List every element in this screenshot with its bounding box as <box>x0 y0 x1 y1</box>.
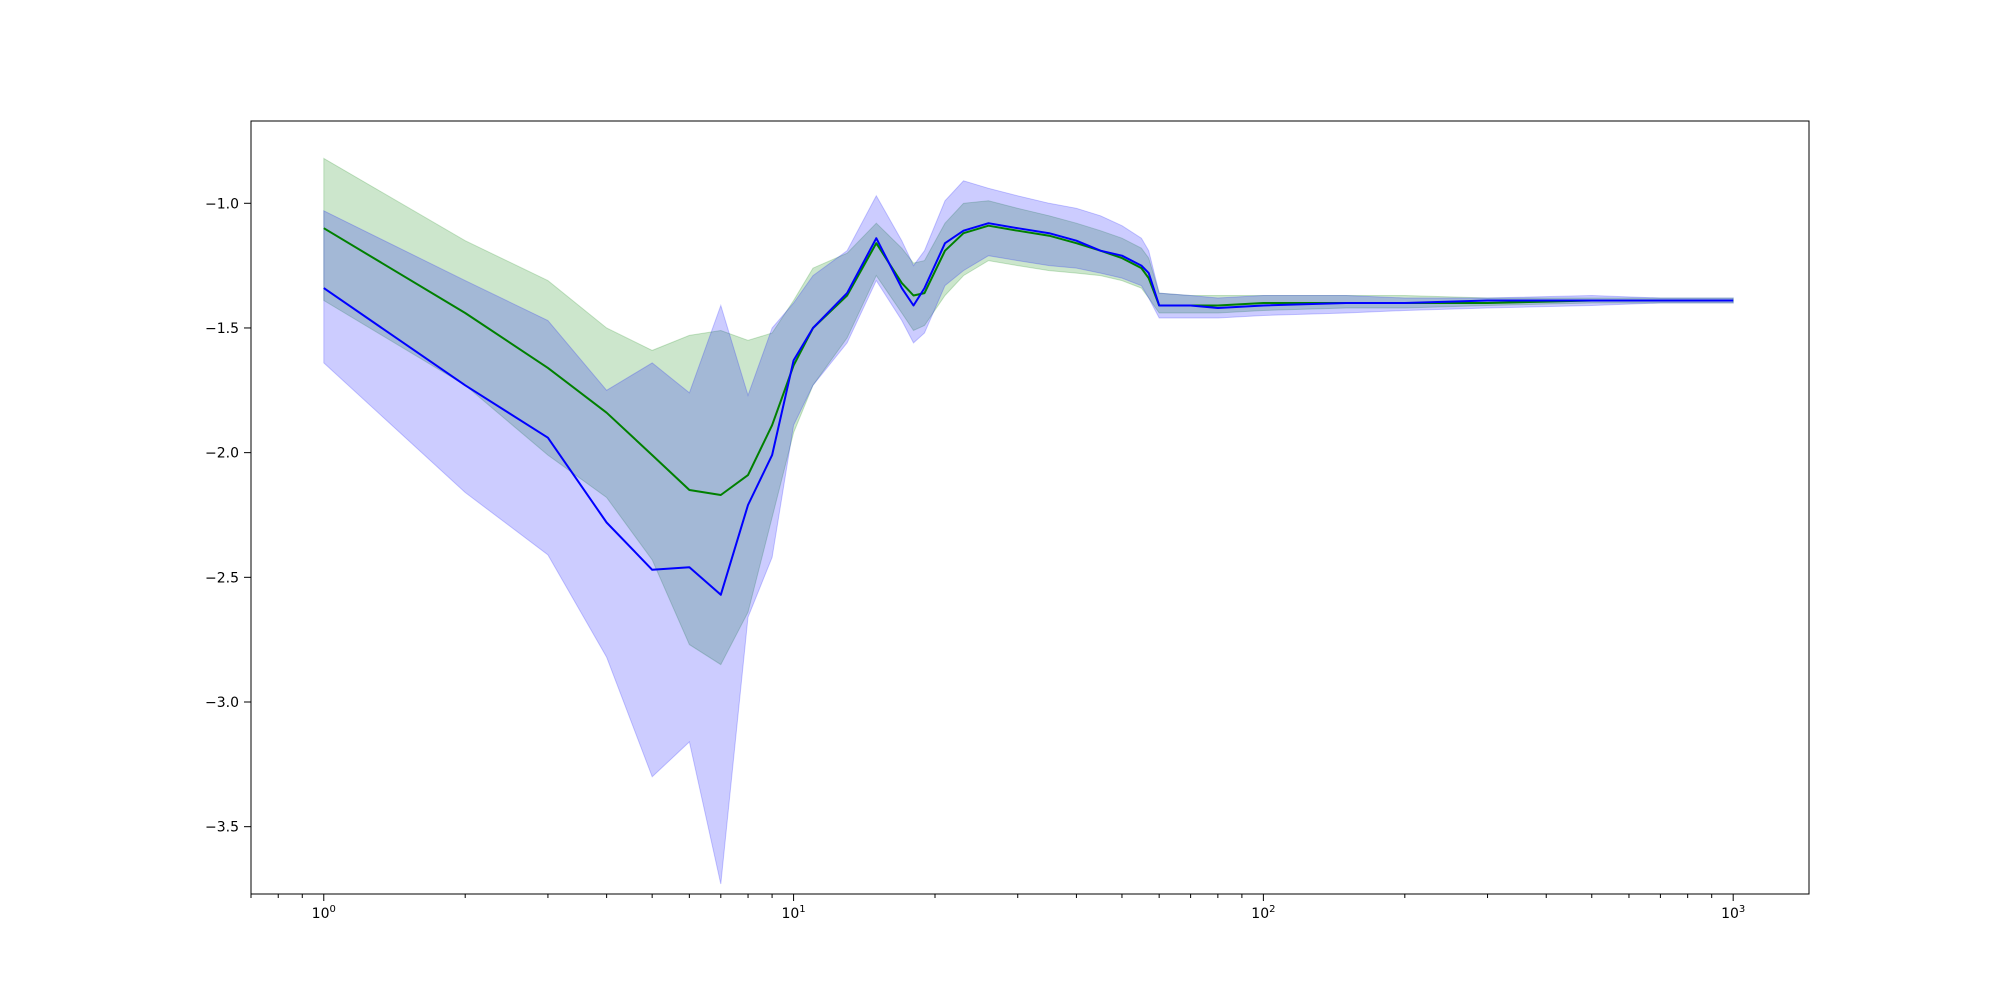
x-tick-label: 101 <box>781 904 805 922</box>
series-1-band <box>323 157 1734 666</box>
x-tick-label: 100 <box>312 904 336 922</box>
x-tick-base: 10 <box>312 906 330 922</box>
x-tick-base: 10 <box>781 906 799 922</box>
plot-area: 100 101 102 103−1.0−1.5−2.0−2.5−3.0−3.5 <box>205 120 1810 922</box>
y-tick-label: −1.5 <box>205 321 239 337</box>
x-tick-exponent: 3 <box>1739 904 1745 915</box>
x-tick-base: 10 <box>1721 906 1739 922</box>
x-tick-label: 102 <box>1251 904 1275 922</box>
y-tick-label: −3.0 <box>205 695 239 711</box>
series-2-band <box>323 180 1734 885</box>
x-tick-base: 10 <box>1251 906 1269 922</box>
y-tick-label: −3.5 <box>205 820 239 836</box>
y-tick-label: −1.0 <box>205 196 239 212</box>
y-tick-label: −2.0 <box>205 446 239 462</box>
x-tick-exponent: 1 <box>799 904 805 915</box>
y-tick-label: −2.5 <box>205 570 239 586</box>
series-2-line <box>323 222 1734 596</box>
x-tick-exponent: 0 <box>330 904 336 915</box>
axes-frame <box>250 120 1810 895</box>
x-tick-label: 103 <box>1721 904 1745 922</box>
x-tick-exponent: 2 <box>1269 904 1275 915</box>
series-1-line <box>323 224 1734 496</box>
